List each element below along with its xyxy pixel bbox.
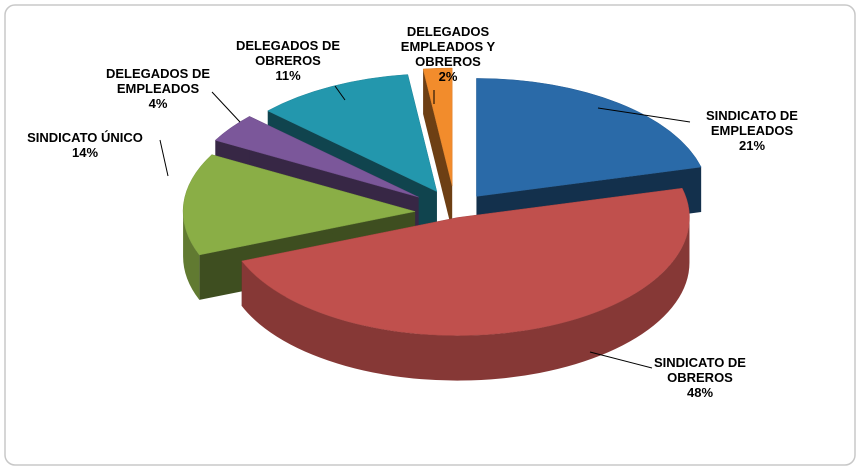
data-label: DELEGADOS EMPLEADOS Y OBREROS 2% — [383, 24, 513, 84]
value-label: 4% — [148, 96, 168, 111]
slice-wall — [423, 68, 453, 232]
value-label: 21% — [738, 138, 766, 153]
category-label: SINDICATO DE OBREROS — [654, 355, 746, 385]
slice-top — [182, 154, 416, 256]
slice-side — [241, 217, 690, 381]
data-label: SINDICATO ÚNICO 14% — [0, 130, 170, 160]
slice-top — [422, 67, 453, 187]
category-label: SINDICATO ÚNICO — [27, 130, 143, 145]
data-label: DELEGADOS DE OBREROS 11% — [218, 38, 358, 83]
leader-line — [159, 139, 169, 177]
category-label: SINDICATO DE EMPLEADOS — [706, 108, 798, 138]
value-label: 48% — [686, 385, 714, 400]
slice-top — [476, 78, 702, 197]
pie-slice — [241, 187, 690, 381]
leader-line — [597, 107, 691, 123]
data-label: DELEGADOS DE EMPLEADOS 4% — [83, 66, 233, 111]
slice-top — [267, 74, 438, 193]
slice-top — [241, 187, 690, 336]
data-label: SINDICATO DE OBREROS 48% — [635, 355, 765, 400]
category-label: DELEGADOS DE OBREROS — [235, 38, 340, 68]
value-label: 14% — [71, 145, 99, 160]
data-label: SINDICATO DE EMPLEADOS 21% — [672, 108, 832, 153]
category-label: DELEGADOS DE EMPLEADOS — [105, 66, 210, 96]
pie-slice — [422, 67, 453, 232]
value-label: 11% — [275, 68, 301, 83]
slice-top — [214, 116, 419, 198]
leader-line — [334, 85, 346, 101]
leader-line — [589, 351, 653, 369]
category-label: DELEGADOS EMPLEADOS Y OBREROS — [400, 24, 496, 69]
leader-line — [211, 91, 241, 123]
value-label: 2% — [438, 69, 458, 84]
